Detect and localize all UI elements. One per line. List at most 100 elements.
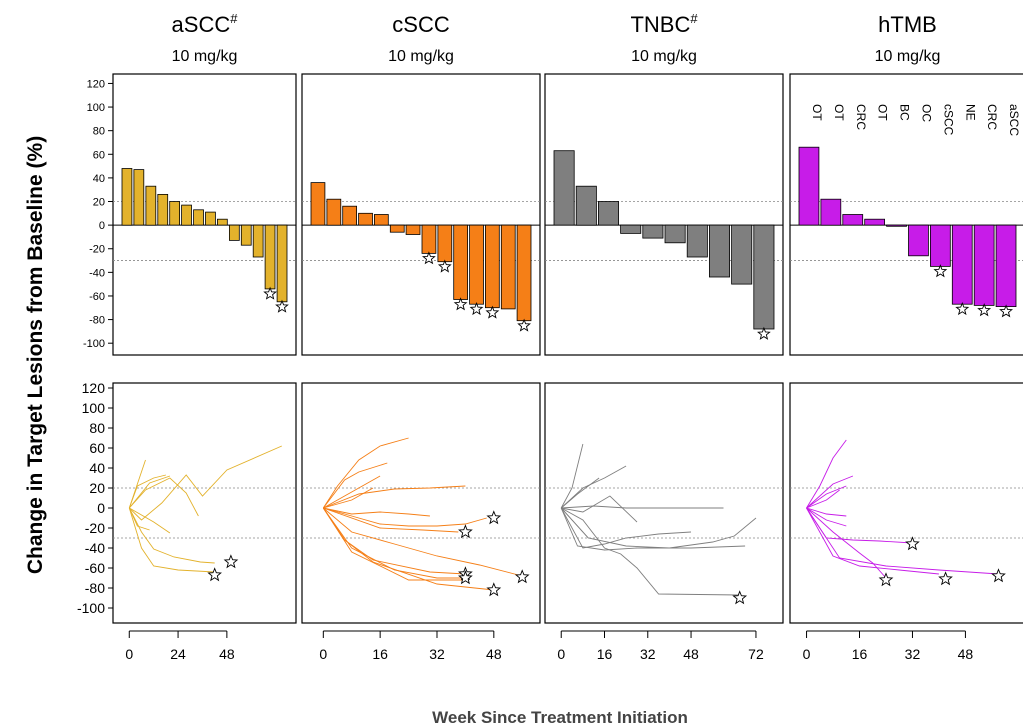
patient-line bbox=[560, 507, 757, 549]
patient-line bbox=[806, 507, 939, 575]
bar-label: CRC bbox=[854, 104, 868, 130]
bar bbox=[437, 224, 453, 263]
patient-line bbox=[806, 507, 999, 575]
x-tick-label: 72 bbox=[748, 646, 764, 662]
patient-line bbox=[128, 445, 282, 521]
spider-panel-aSCC: 120 100 80 60 40 20 0 -20 -40 -60 -80 -100 0 24 48 bbox=[77, 380, 297, 662]
response-star bbox=[486, 582, 502, 597]
waterfall-panel-cSCC: cSCC 10 mg/kg bbox=[301, 12, 541, 356]
y-tick-label: -60 bbox=[89, 291, 105, 303]
panel-subtitle: 10 mg/kg bbox=[388, 48, 454, 65]
x-tick-label: 24 bbox=[170, 646, 186, 662]
spider-panel-hTMB: 0 16 32 48 bbox=[789, 382, 1023, 662]
bar bbox=[453, 224, 469, 300]
response-star bbox=[486, 510, 502, 525]
bar bbox=[642, 224, 664, 239]
panel-title: TNBC# bbox=[630, 11, 698, 37]
bar bbox=[842, 214, 864, 226]
bar bbox=[276, 224, 288, 303]
spider-panel-TNBC: 0 16 32 48 72 bbox=[544, 382, 784, 662]
response-star bbox=[223, 554, 239, 569]
panel-subtitle: 10 mg/kg bbox=[875, 48, 941, 65]
bar bbox=[664, 224, 686, 244]
y-tick-label: -80 bbox=[85, 580, 105, 596]
bar bbox=[973, 224, 995, 306]
patient-line bbox=[128, 507, 215, 564]
patient-line bbox=[128, 475, 171, 509]
patient-line bbox=[806, 475, 854, 509]
response-star bbox=[933, 264, 948, 278]
response-star bbox=[999, 304, 1013, 318]
panel-frame bbox=[789, 73, 1023, 356]
y-tick-label: -100 bbox=[83, 338, 105, 350]
response-star bbox=[517, 318, 531, 332]
x-tick-label: 48 bbox=[486, 646, 502, 662]
bar-label: BC bbox=[898, 104, 912, 121]
bar bbox=[310, 182, 326, 226]
y-tick-label: -40 bbox=[85, 540, 105, 556]
bar bbox=[598, 201, 620, 226]
patient-line bbox=[806, 507, 847, 527]
x-tick-label: 16 bbox=[372, 646, 388, 662]
response-star bbox=[437, 259, 452, 273]
y-tick-label: 20 bbox=[89, 480, 105, 496]
bar bbox=[500, 224, 516, 310]
panel-title: hTMB bbox=[878, 12, 937, 37]
panel-frame bbox=[112, 382, 297, 624]
y-tick-label: -60 bbox=[85, 560, 105, 576]
bar bbox=[798, 146, 820, 226]
panel-title-text: hTMB bbox=[878, 12, 937, 37]
bar-label: OT bbox=[832, 104, 846, 121]
response-star bbox=[938, 571, 953, 586]
bar bbox=[864, 218, 886, 226]
bar bbox=[373, 214, 389, 226]
x-tick-label: 48 bbox=[219, 646, 235, 662]
response-star bbox=[458, 570, 473, 585]
panel-title-text: cSCC bbox=[392, 12, 450, 37]
response-star bbox=[878, 572, 894, 587]
patient-line bbox=[560, 443, 584, 509]
bar-label: OT bbox=[810, 104, 824, 121]
bar-label: CRC bbox=[985, 104, 999, 130]
bar bbox=[193, 209, 204, 226]
bar bbox=[951, 224, 973, 305]
x-tick-label: 48 bbox=[683, 646, 699, 662]
response-star bbox=[275, 299, 289, 313]
bar bbox=[326, 198, 342, 226]
bar bbox=[709, 224, 731, 278]
panel-frame bbox=[301, 382, 541, 624]
x-tick-label: 32 bbox=[905, 646, 921, 662]
bar bbox=[405, 224, 421, 235]
y-tick-label: 0 bbox=[97, 500, 105, 516]
waterfall-panel-hTMB: hTMB 10 mg/kg OT OT CRC OT BC OC cSCC NE CRC aSCC bbox=[789, 12, 1023, 356]
patient-line bbox=[806, 507, 847, 517]
bar bbox=[575, 185, 597, 226]
patient-line bbox=[806, 485, 847, 509]
bar bbox=[252, 224, 264, 258]
x-axis-label: Week Since Treatment Initiation bbox=[432, 708, 688, 727]
response-star bbox=[955, 301, 970, 316]
patient-line bbox=[323, 507, 487, 527]
panel-frame bbox=[112, 73, 297, 356]
bar-label: OT bbox=[876, 104, 890, 121]
y-axis-label: Change in Target Lesions from Baseline (… bbox=[24, 136, 47, 574]
bar bbox=[358, 212, 373, 226]
y-tick-label: 100 bbox=[82, 400, 106, 416]
response-star bbox=[469, 301, 484, 316]
patient-line bbox=[561, 495, 638, 523]
patient-line bbox=[323, 507, 523, 577]
x-tick-label: 0 bbox=[125, 646, 133, 662]
response-star bbox=[453, 297, 468, 311]
response-star bbox=[485, 305, 500, 319]
x-tick-label: 32 bbox=[640, 646, 656, 662]
patient-line bbox=[322, 437, 409, 509]
y-tick-label: -20 bbox=[89, 244, 105, 256]
x-tick-label: 0 bbox=[803, 646, 811, 662]
y-tick-label: -20 bbox=[85, 520, 105, 536]
bar bbox=[753, 224, 775, 330]
response-star bbox=[757, 326, 771, 340]
y-tick-label: 80 bbox=[89, 420, 105, 436]
panel-subtitle: 10 mg/kg bbox=[631, 48, 697, 65]
patient-line bbox=[322, 507, 466, 579]
